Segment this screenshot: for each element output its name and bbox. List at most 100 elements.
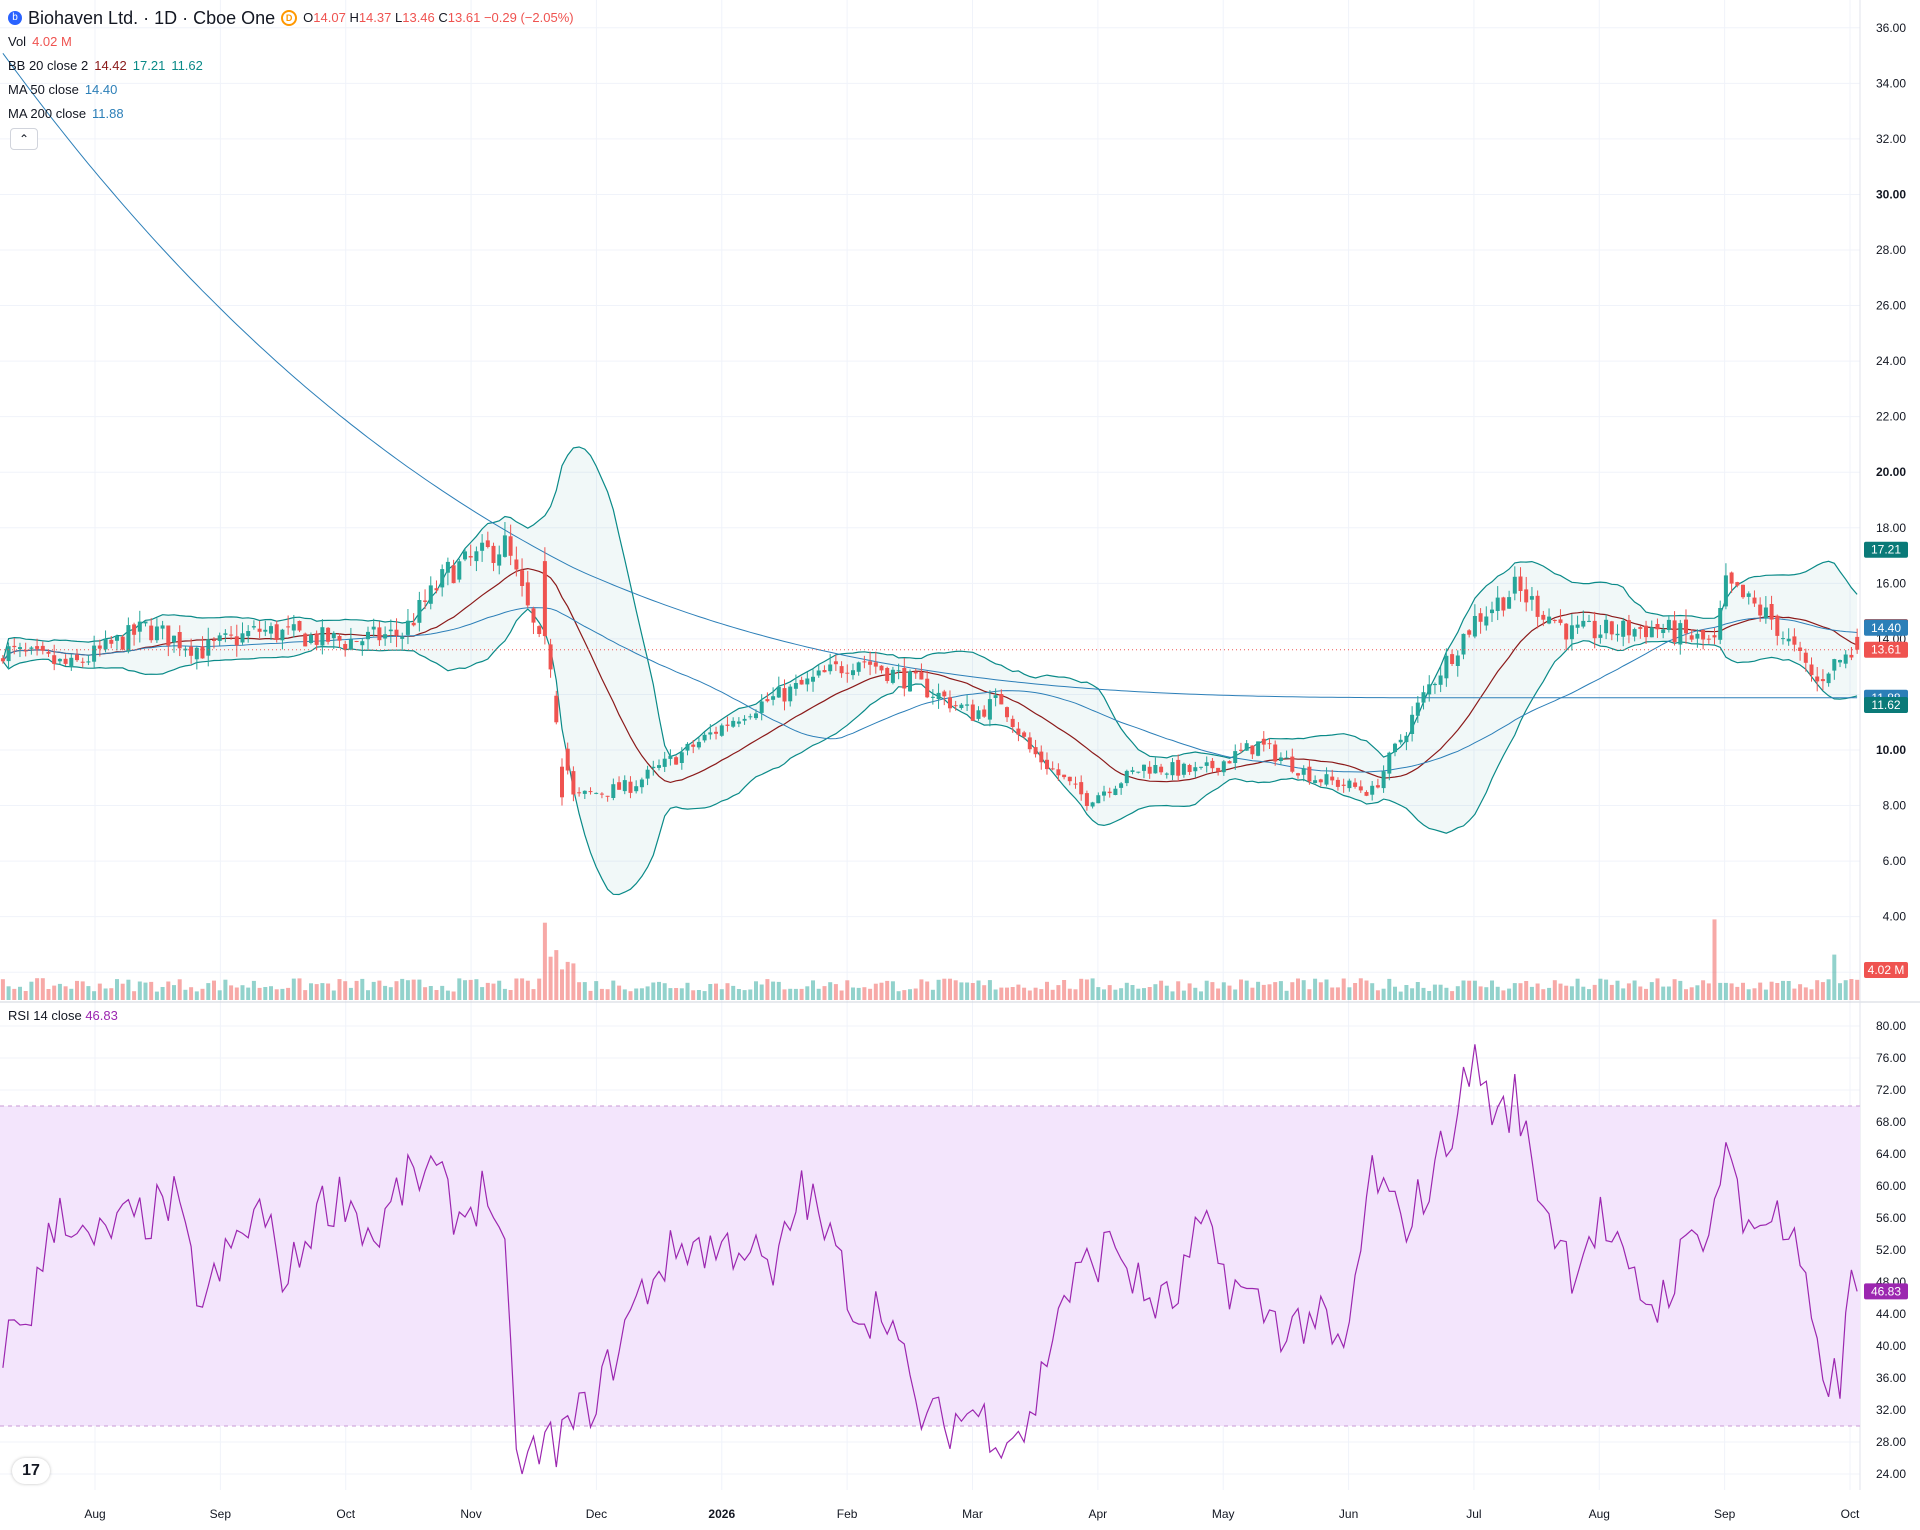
candle-body [976,710,981,719]
time-axis-label: Apr [1089,1507,1108,1521]
volume-bar [1695,985,1700,1000]
candle-body [1159,766,1164,773]
volume-bar [776,981,781,1000]
volume-bar [1604,979,1609,1000]
volume-bar [662,983,667,1000]
candle-body [714,731,718,734]
chevron-up-icon[interactable]: ⌃ [10,128,38,150]
candle-body [628,781,633,793]
volume-bar [1495,986,1500,1000]
candle-body [297,621,302,631]
volume-bar [987,980,992,1000]
candle-body [719,725,724,736]
volume-bar [948,978,952,1000]
candle-body [1404,735,1409,743]
candle-body [1695,633,1700,639]
candle-body [1535,595,1540,617]
candle-body [987,699,992,720]
volume-bar [1330,987,1335,1000]
price-axis-label: 22.00 [1876,410,1906,424]
vol-legend[interactable]: Vol 4.02 M [8,30,574,54]
volume-bar [1803,987,1808,1000]
candle-body [1335,779,1340,787]
volume-bar [1752,988,1757,1000]
candle-body [137,621,142,632]
volume-bar [993,989,998,1000]
candle-body [919,671,924,680]
candle-body [1684,619,1688,634]
candle-body [1102,791,1106,796]
tradingview-logo-icon[interactable]: 17 [12,1458,50,1484]
candle-body [177,632,182,649]
rsi-line [2,1044,1858,1475]
candle-body [331,633,336,639]
bb-legend[interactable]: BB 20 close 2 14.42 17.21 11.62 [8,54,574,78]
candle-body [1170,762,1175,776]
volume-bar [1535,983,1540,1000]
volume-bar [280,988,285,1000]
candle-body [725,724,730,726]
candle-body [594,792,599,794]
candle-body [1763,607,1768,619]
symbol-title[interactable]: Biohaven Ltd. · 1D · Cboe One [28,8,276,28]
volume-bar [1512,983,1517,1000]
volume-bar [1478,986,1483,1000]
candle-body [1735,582,1740,586]
candle-body [388,629,393,632]
volume-bar [1632,980,1637,1000]
market-badge[interactable]: D [281,10,298,26]
volume-bar [965,982,970,1000]
candle-body [1324,774,1329,785]
volume-bar [1547,987,1552,1000]
volume-bar [1079,978,1084,1000]
volume-bar [1769,981,1774,1000]
ma200-legend[interactable]: MA 200 close 11.88 [8,102,574,126]
candle-body [1718,608,1723,640]
candle-body [1261,738,1266,745]
candle-body [1084,793,1089,806]
volume-bar [1569,986,1574,1000]
volume-bar [160,987,165,1000]
volume-bar [1587,989,1591,1000]
volume-bar [1347,987,1352,1000]
volume-bar [1022,987,1027,1000]
volume-bar [520,978,525,1000]
volume-bar [936,979,941,1000]
candle-body [1792,636,1797,645]
candle-body [1119,783,1124,788]
candle-body [1621,620,1626,637]
candle-body [525,582,530,606]
volume-bar [1050,989,1055,1000]
volume-bar [1096,987,1101,1000]
ma50-legend[interactable]: MA 50 close 14.40 [8,78,574,102]
volume-bar [1558,983,1563,1000]
volume-bar [1387,978,1392,1000]
candle-body [651,766,656,769]
price-axis-label: 18.00 [1876,521,1906,535]
volume-bar [291,978,296,1000]
candle-body [1164,773,1169,775]
symbol-row[interactable]: b Biohaven Ltd. · 1D · Cboe One D O14.07… [8,6,574,30]
candle-body [360,641,365,646]
volume-bar [816,988,821,1000]
candle-body [1701,630,1706,640]
time-axis-label: Nov [460,1507,481,1521]
volume-bar [1296,978,1300,1000]
volume-bar [6,986,11,1000]
candle-body [885,668,890,681]
volume-bar [822,986,827,1000]
volume-bar [1718,982,1723,1000]
volume-bar [1102,989,1106,1000]
candle-body [1672,620,1677,643]
candle-body [383,634,388,639]
rsi-legend[interactable]: RSI 14 close 46.83 [8,1008,118,1023]
rsi-axis-label: 24.00 [1876,1467,1906,1481]
candle-body [542,561,547,637]
candle-body [1176,759,1181,776]
volume-bar [890,981,895,1000]
volume-bar [845,980,850,1000]
time-axis-label: Mar [962,1507,983,1521]
candle-body [1016,728,1021,735]
price-axis-label: 8.00 [1883,799,1907,813]
